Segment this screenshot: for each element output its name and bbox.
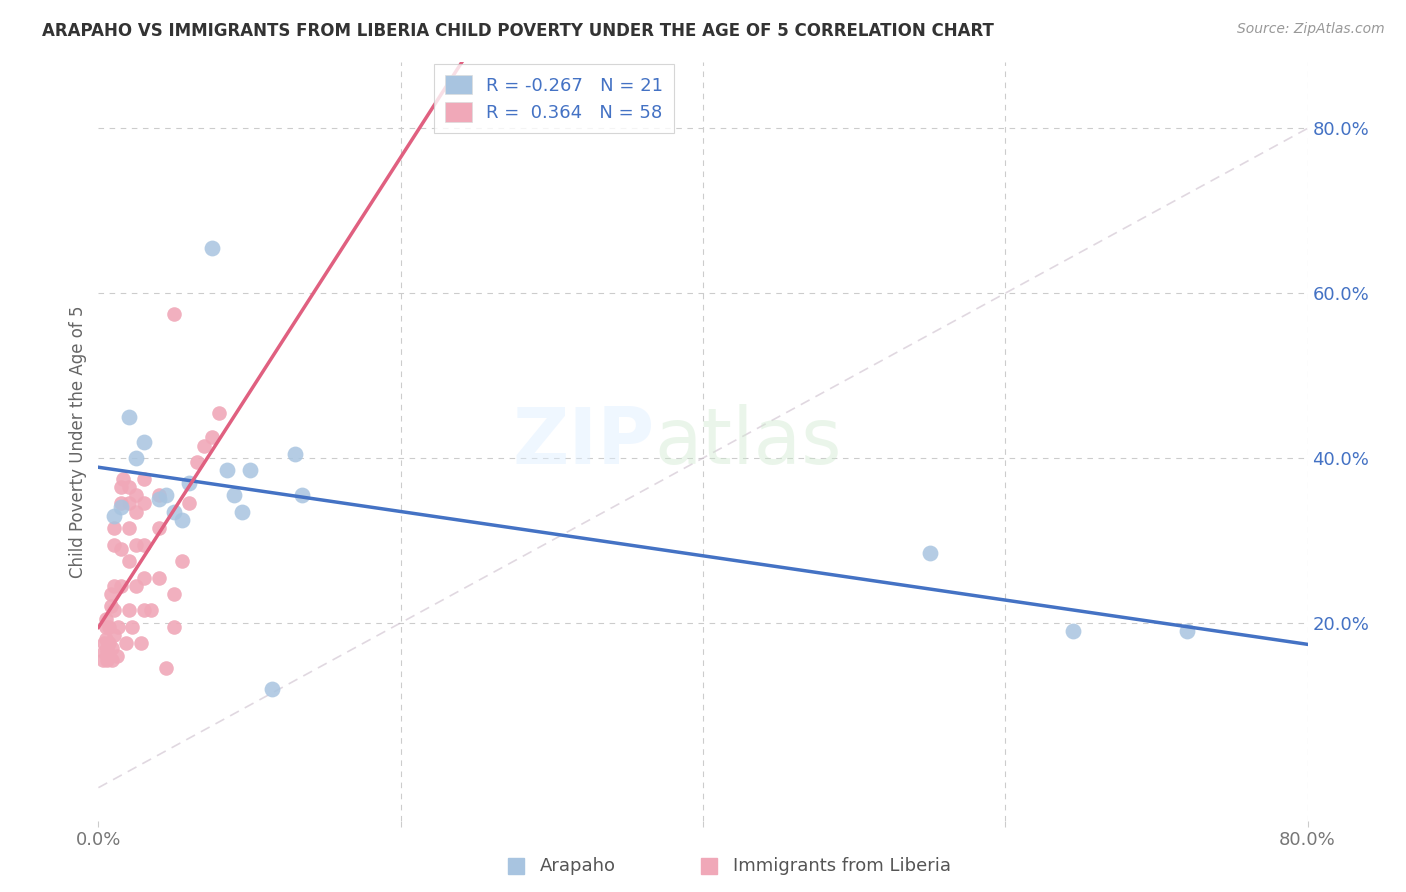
Point xyxy=(291,488,314,502)
Point xyxy=(163,620,186,634)
Point xyxy=(201,241,224,255)
Point xyxy=(125,488,148,502)
Point xyxy=(132,537,155,551)
Point xyxy=(118,480,141,494)
Point xyxy=(103,537,125,551)
Point xyxy=(125,537,148,551)
Point xyxy=(121,620,143,634)
Point xyxy=(125,579,148,593)
Point xyxy=(110,480,132,494)
Text: Immigrants from Liberia: Immigrants from Liberia xyxy=(734,857,952,875)
Point xyxy=(101,653,124,667)
Point xyxy=(179,496,201,510)
Point xyxy=(1175,624,1198,639)
Point xyxy=(93,636,115,650)
Point xyxy=(101,640,124,655)
Point xyxy=(155,661,177,675)
Point xyxy=(224,488,246,502)
Point xyxy=(118,496,141,510)
Point xyxy=(170,554,193,568)
Point xyxy=(105,648,128,663)
Point xyxy=(918,546,941,560)
Point xyxy=(103,628,125,642)
Point xyxy=(98,636,121,650)
Point xyxy=(132,434,155,449)
Point xyxy=(103,603,125,617)
Point xyxy=(215,463,238,477)
Point xyxy=(96,640,118,655)
Point xyxy=(114,636,136,650)
Point xyxy=(148,492,170,507)
Point xyxy=(91,653,114,667)
Point xyxy=(103,579,125,593)
Legend: R = -0.267   N = 21, R =  0.364   N = 58: R = -0.267 N = 21, R = 0.364 N = 58 xyxy=(434,64,673,133)
Text: ARAPAHO VS IMMIGRANTS FROM LIBERIA CHILD POVERTY UNDER THE AGE OF 5 CORRELATION : ARAPAHO VS IMMIGRANTS FROM LIBERIA CHILD… xyxy=(42,22,994,40)
Point xyxy=(100,587,122,601)
Point xyxy=(132,496,155,510)
Point xyxy=(103,508,125,523)
Point xyxy=(231,505,253,519)
Point xyxy=(148,488,170,502)
Point xyxy=(94,632,117,647)
Point xyxy=(201,430,224,444)
Point xyxy=(129,636,152,650)
Point xyxy=(111,472,134,486)
Point xyxy=(132,570,155,584)
Point xyxy=(148,521,170,535)
Point xyxy=(125,450,148,465)
Point xyxy=(118,521,141,535)
Point xyxy=(98,620,121,634)
Text: atlas: atlas xyxy=(655,403,842,480)
Point xyxy=(179,475,201,490)
Point xyxy=(208,406,231,420)
Point xyxy=(96,645,118,659)
Point xyxy=(103,521,125,535)
Point xyxy=(155,488,177,502)
Point xyxy=(186,455,208,469)
Point xyxy=(118,409,141,424)
Point xyxy=(132,472,155,486)
Point xyxy=(1062,624,1084,639)
Text: Source: ZipAtlas.com: Source: ZipAtlas.com xyxy=(1237,22,1385,37)
Point xyxy=(262,681,284,696)
Point xyxy=(110,500,132,515)
Point xyxy=(100,599,122,614)
Point xyxy=(132,603,155,617)
Point xyxy=(148,570,170,584)
Point xyxy=(110,496,132,510)
Point xyxy=(107,620,129,634)
Point xyxy=(163,587,186,601)
Point xyxy=(118,603,141,617)
Point xyxy=(141,603,163,617)
Point xyxy=(96,653,118,667)
Point xyxy=(93,645,115,659)
Point xyxy=(94,612,117,626)
Point xyxy=(163,307,186,321)
Point xyxy=(110,579,132,593)
Point xyxy=(284,447,307,461)
Point xyxy=(125,505,148,519)
Point xyxy=(110,541,132,556)
Point xyxy=(193,439,215,453)
Point xyxy=(118,554,141,568)
Point xyxy=(170,513,193,527)
Point xyxy=(163,505,186,519)
Text: Arapaho: Arapaho xyxy=(540,857,616,875)
Y-axis label: Child Poverty Under the Age of 5: Child Poverty Under the Age of 5 xyxy=(69,305,87,578)
Point xyxy=(94,620,117,634)
Text: ZIP: ZIP xyxy=(512,403,655,480)
Point xyxy=(239,463,262,477)
